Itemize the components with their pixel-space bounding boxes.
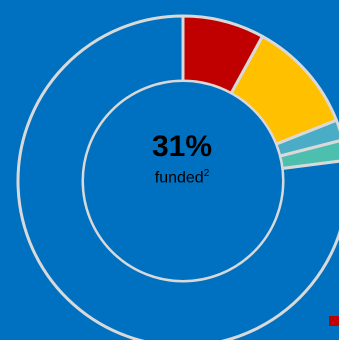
legend-swatch bbox=[329, 316, 339, 326]
funded-caption-text: funded bbox=[154, 169, 204, 187]
donut-hole bbox=[82, 80, 284, 282]
funded-caption: funded2 bbox=[112, 164, 252, 188]
funded-percentage: 31% bbox=[151, 130, 213, 163]
funded-caption-footnote: 2 bbox=[203, 168, 210, 179]
center-label: 31% funded2 bbox=[112, 130, 252, 188]
